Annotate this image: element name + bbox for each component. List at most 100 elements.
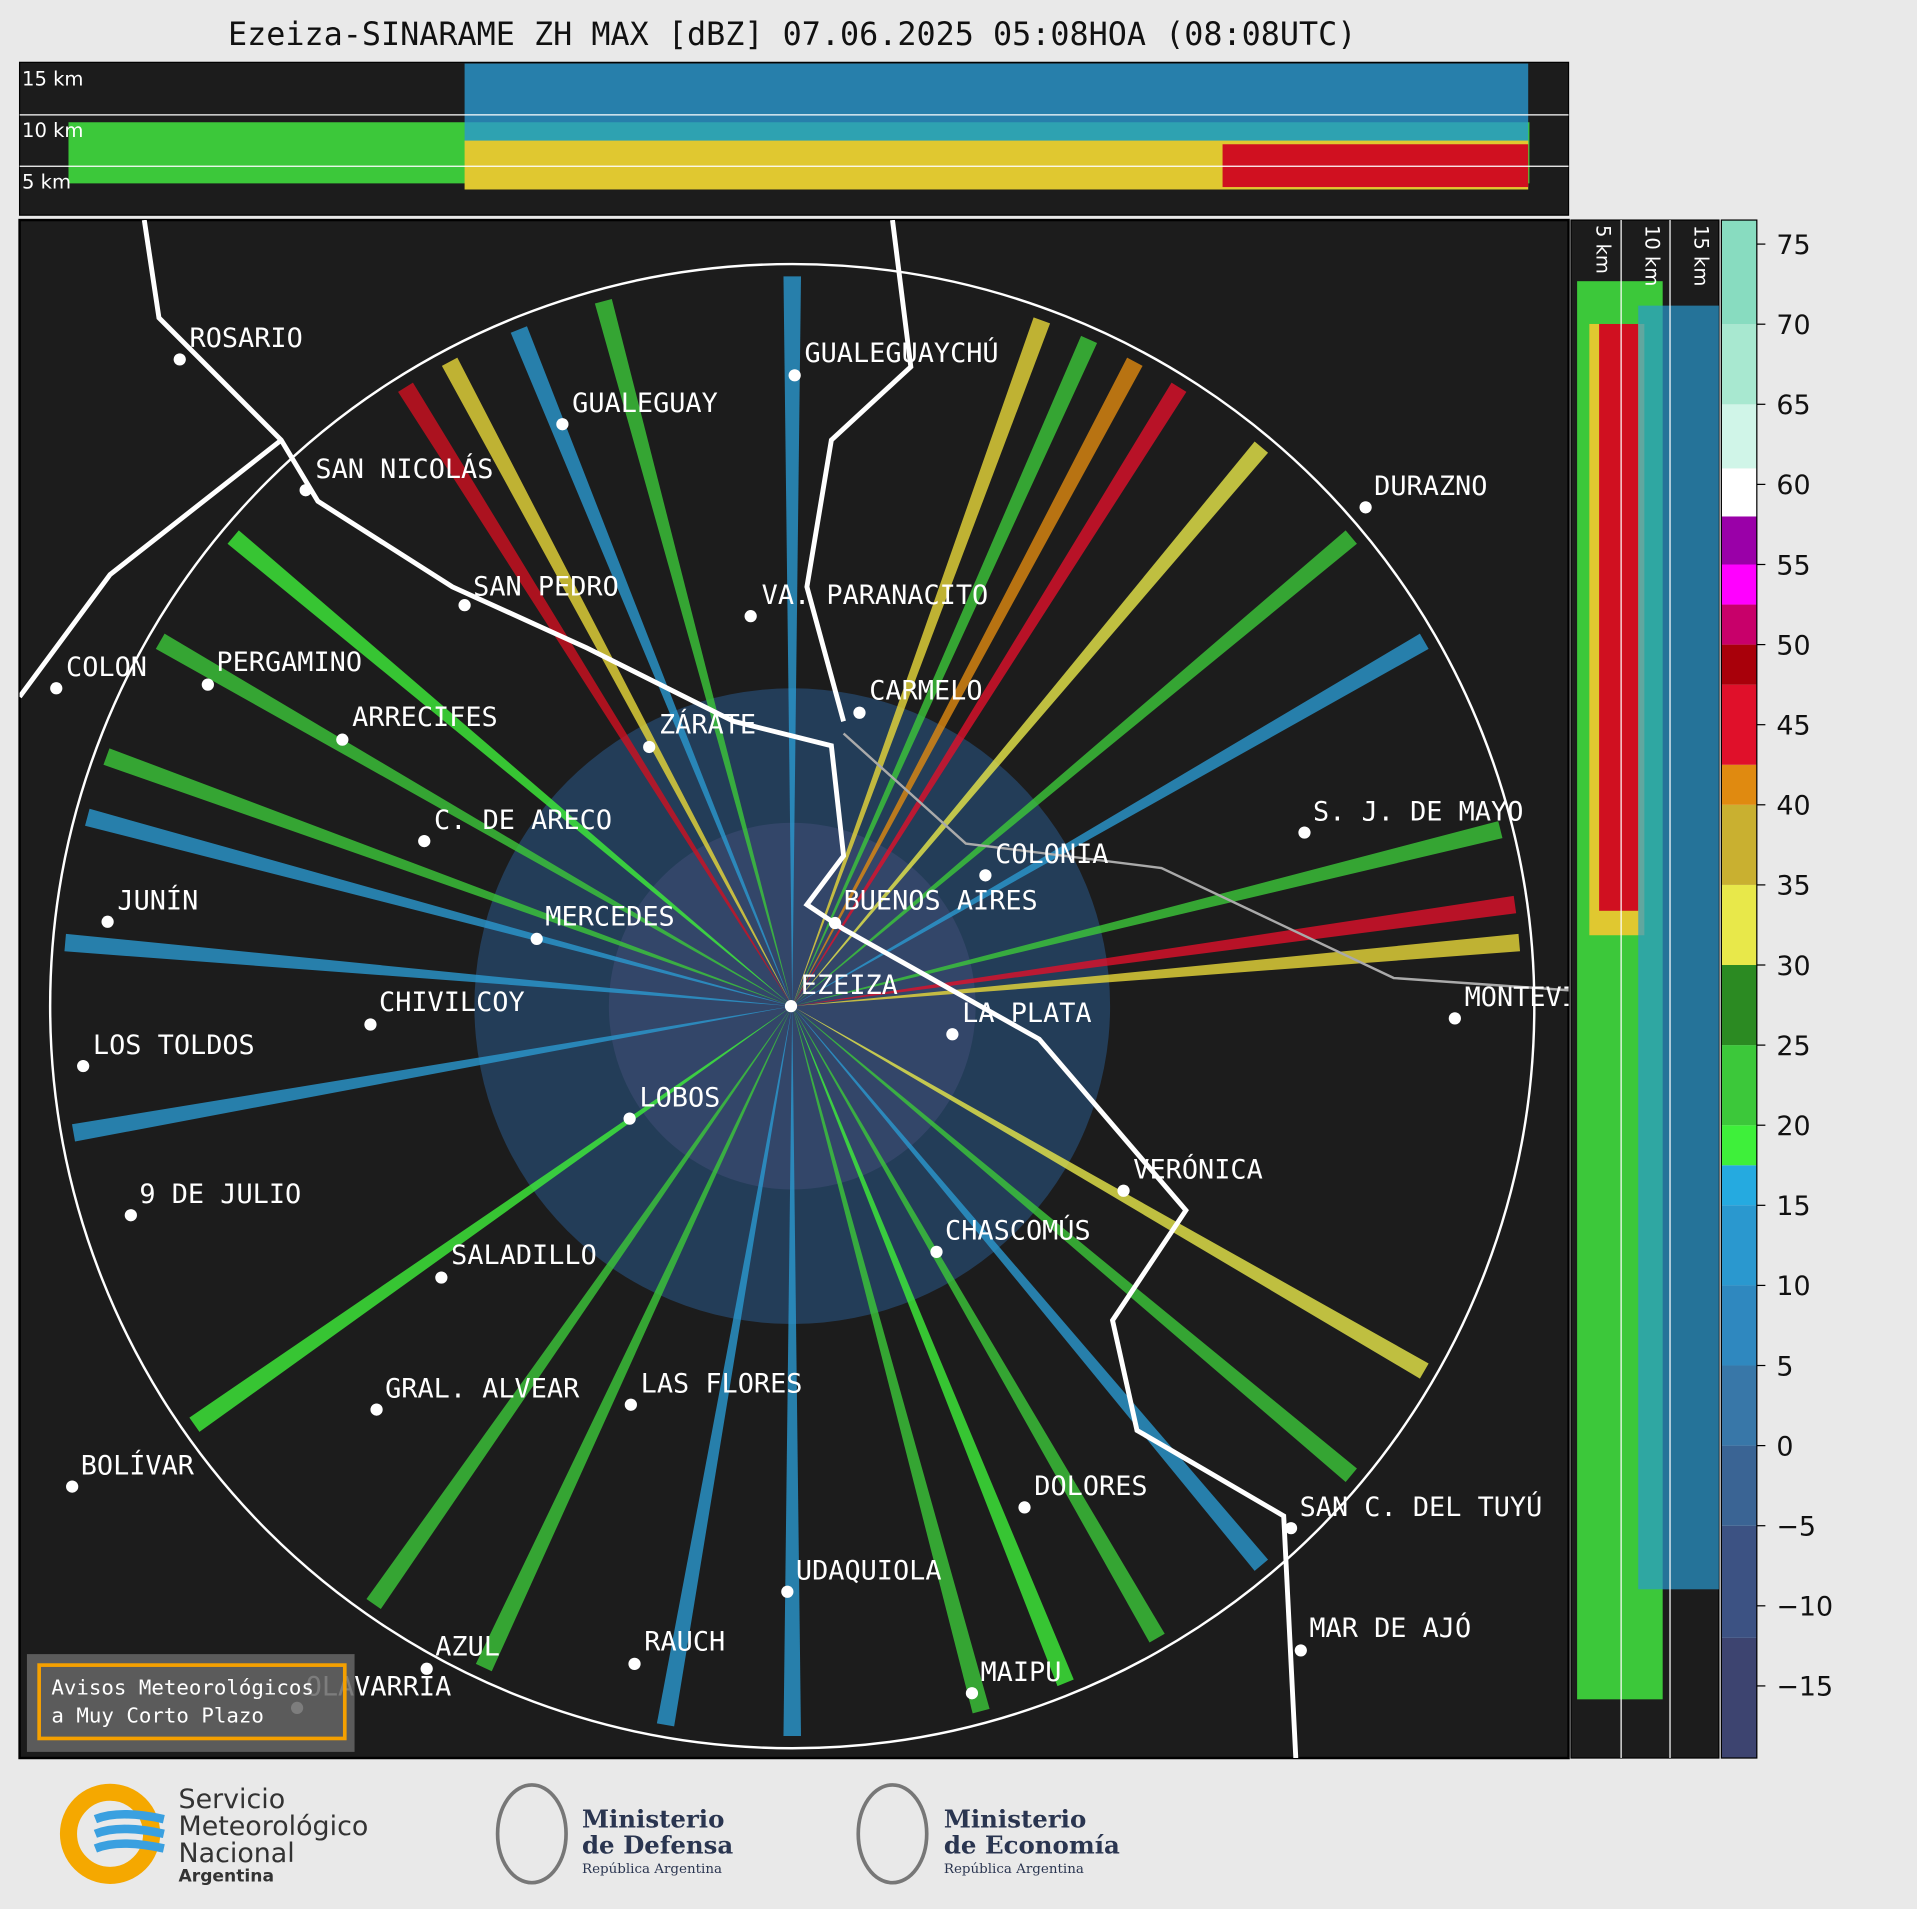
city-label: JUNÍN — [117, 885, 198, 917]
range-ring — [48, 262, 1536, 1750]
colorbar-label: 75 — [1776, 230, 1810, 261]
colorbar-label: 35 — [1776, 871, 1810, 902]
colorbar-label: 40 — [1776, 791, 1810, 822]
city-dot — [624, 1398, 637, 1411]
city-label: LA PLATA — [962, 998, 1091, 1029]
city-label: ARRECIFES — [352, 702, 498, 733]
city-label: MONTEVIDEO — [1465, 982, 1627, 1013]
colorbar-label: 5 — [1776, 1351, 1793, 1382]
city-dot — [299, 484, 312, 497]
echo-ray — [398, 382, 793, 1007]
button-text[interactable]: a Muy Corto Plazo — [51, 1704, 264, 1728]
city-dot — [1018, 1501, 1031, 1514]
colorbar-label: 70 — [1776, 310, 1810, 341]
city-label: MERCEDES — [545, 901, 674, 932]
border — [842, 732, 1569, 992]
echo-ray — [227, 530, 793, 1007]
city-dot — [828, 916, 842, 930]
city-label: AZUL — [435, 1631, 500, 1662]
button-border[interactable] — [37, 1663, 347, 1741]
colorbar-band — [1721, 804, 1757, 885]
colorbar-label: 10 — [1776, 1271, 1810, 1302]
logo-text: de Economía — [944, 1830, 1120, 1859]
city-label: CARMELO — [869, 675, 982, 706]
city-label: LOS TOLDOS — [93, 1030, 255, 1061]
colorbar-band — [1721, 468, 1757, 517]
city-label: GRAL. ALVEAR — [385, 1373, 580, 1404]
colorbar-band — [1721, 764, 1757, 805]
colorbar-label: 60 — [1776, 470, 1810, 501]
city-label: S. J. DE MAYO — [1313, 796, 1523, 827]
city-label: LOBOS — [639, 1082, 720, 1113]
colorbar-band — [1721, 564, 1757, 605]
colorbar-band — [1721, 684, 1757, 765]
city-label: SAN PEDRO — [473, 571, 619, 602]
city-label: COLON — [66, 652, 147, 683]
city-label: BOLÍVAR — [81, 1449, 195, 1481]
button-text[interactable]: Avisos Meteorológicos — [51, 1675, 314, 1699]
colorbar-label: −10 — [1776, 1592, 1833, 1623]
city-dot — [1294, 1644, 1307, 1657]
city-label: UDAQUIOLA — [796, 1556, 942, 1587]
echo-ray — [792, 382, 1187, 1007]
height-label: 10 km — [1641, 225, 1664, 286]
city-label: MAIPU — [981, 1657, 1062, 1688]
echo-ray — [792, 530, 1357, 1007]
city-dot — [781, 1585, 794, 1598]
button-bg[interactable] — [26, 1654, 355, 1752]
echo-ray — [656, 1006, 793, 1727]
colorbar-label: 15 — [1776, 1191, 1810, 1222]
echo-ray — [792, 633, 1429, 1007]
colorbar-band — [1721, 324, 1757, 405]
logo-text: Ministerio — [944, 1805, 1086, 1834]
city-dot — [1284, 1522, 1298, 1535]
echo-ray — [792, 1006, 1357, 1482]
city-dot — [420, 1662, 433, 1675]
colorbar-band — [1721, 220, 1757, 325]
colorbar-band — [1721, 1285, 1757, 1366]
city-label: CHASCOMÚS — [945, 1215, 1091, 1247]
profile-band — [464, 63, 1529, 150]
city-label: SAN C. DEL TUYÚ — [1300, 1491, 1543, 1523]
city-dot — [946, 1028, 959, 1041]
warning-button[interactable]: Avisos Meteorológicos a Muy Corto Plazo — [26, 1654, 355, 1752]
defensa-logo: Ministerio de Defensa República Argentin… — [495, 1783, 733, 1885]
city-label: PERGAMINO — [216, 647, 362, 678]
city-label: DOLORES — [1034, 1471, 1147, 1502]
echo-ray — [71, 1006, 793, 1142]
echo-ray — [792, 821, 1503, 1007]
city-dot — [435, 1271, 448, 1284]
colorbar-label: −5 — [1776, 1512, 1816, 1543]
logo-waves — [93, 1810, 165, 1853]
city-label: SALADILLO — [451, 1240, 597, 1271]
city-dot — [50, 682, 63, 695]
city-dot — [530, 932, 543, 946]
emblem — [495, 1783, 568, 1885]
echo-ray — [594, 298, 793, 1007]
city-label: COLONIA — [995, 839, 1108, 870]
city-dot — [1448, 1012, 1461, 1025]
city-label: MAR DE AJÓ — [1309, 1612, 1471, 1644]
smn-logo: Servicio Meteorológico Nacional Argentin… — [59, 1783, 368, 1886]
height-label: 15 km — [22, 68, 83, 91]
echo-ray — [792, 335, 1098, 1007]
city-label: ZÁRATE — [659, 709, 756, 741]
logo-text: Nacional — [179, 1838, 295, 1869]
colorbar-band — [1721, 1045, 1757, 1126]
echo-ray — [189, 1006, 793, 1432]
logo-text: de Defensa — [582, 1830, 733, 1859]
city-label: GUALEGUAY — [572, 388, 718, 419]
top-profile: 15 km 10 km 5 km — [19, 63, 1569, 193]
echo-ray — [85, 808, 793, 1007]
echo-ray — [510, 326, 793, 1007]
colorbar-band — [1721, 604, 1757, 645]
colorbar-frame — [1720, 219, 1758, 1759]
logo-text: Ministerio — [582, 1805, 724, 1834]
colorbar-label: 0 — [1776, 1431, 1793, 1462]
echo-ray — [792, 1006, 1074, 1687]
city-label: RAUCH — [644, 1626, 725, 1657]
colorbar-band — [1721, 1365, 1757, 1446]
